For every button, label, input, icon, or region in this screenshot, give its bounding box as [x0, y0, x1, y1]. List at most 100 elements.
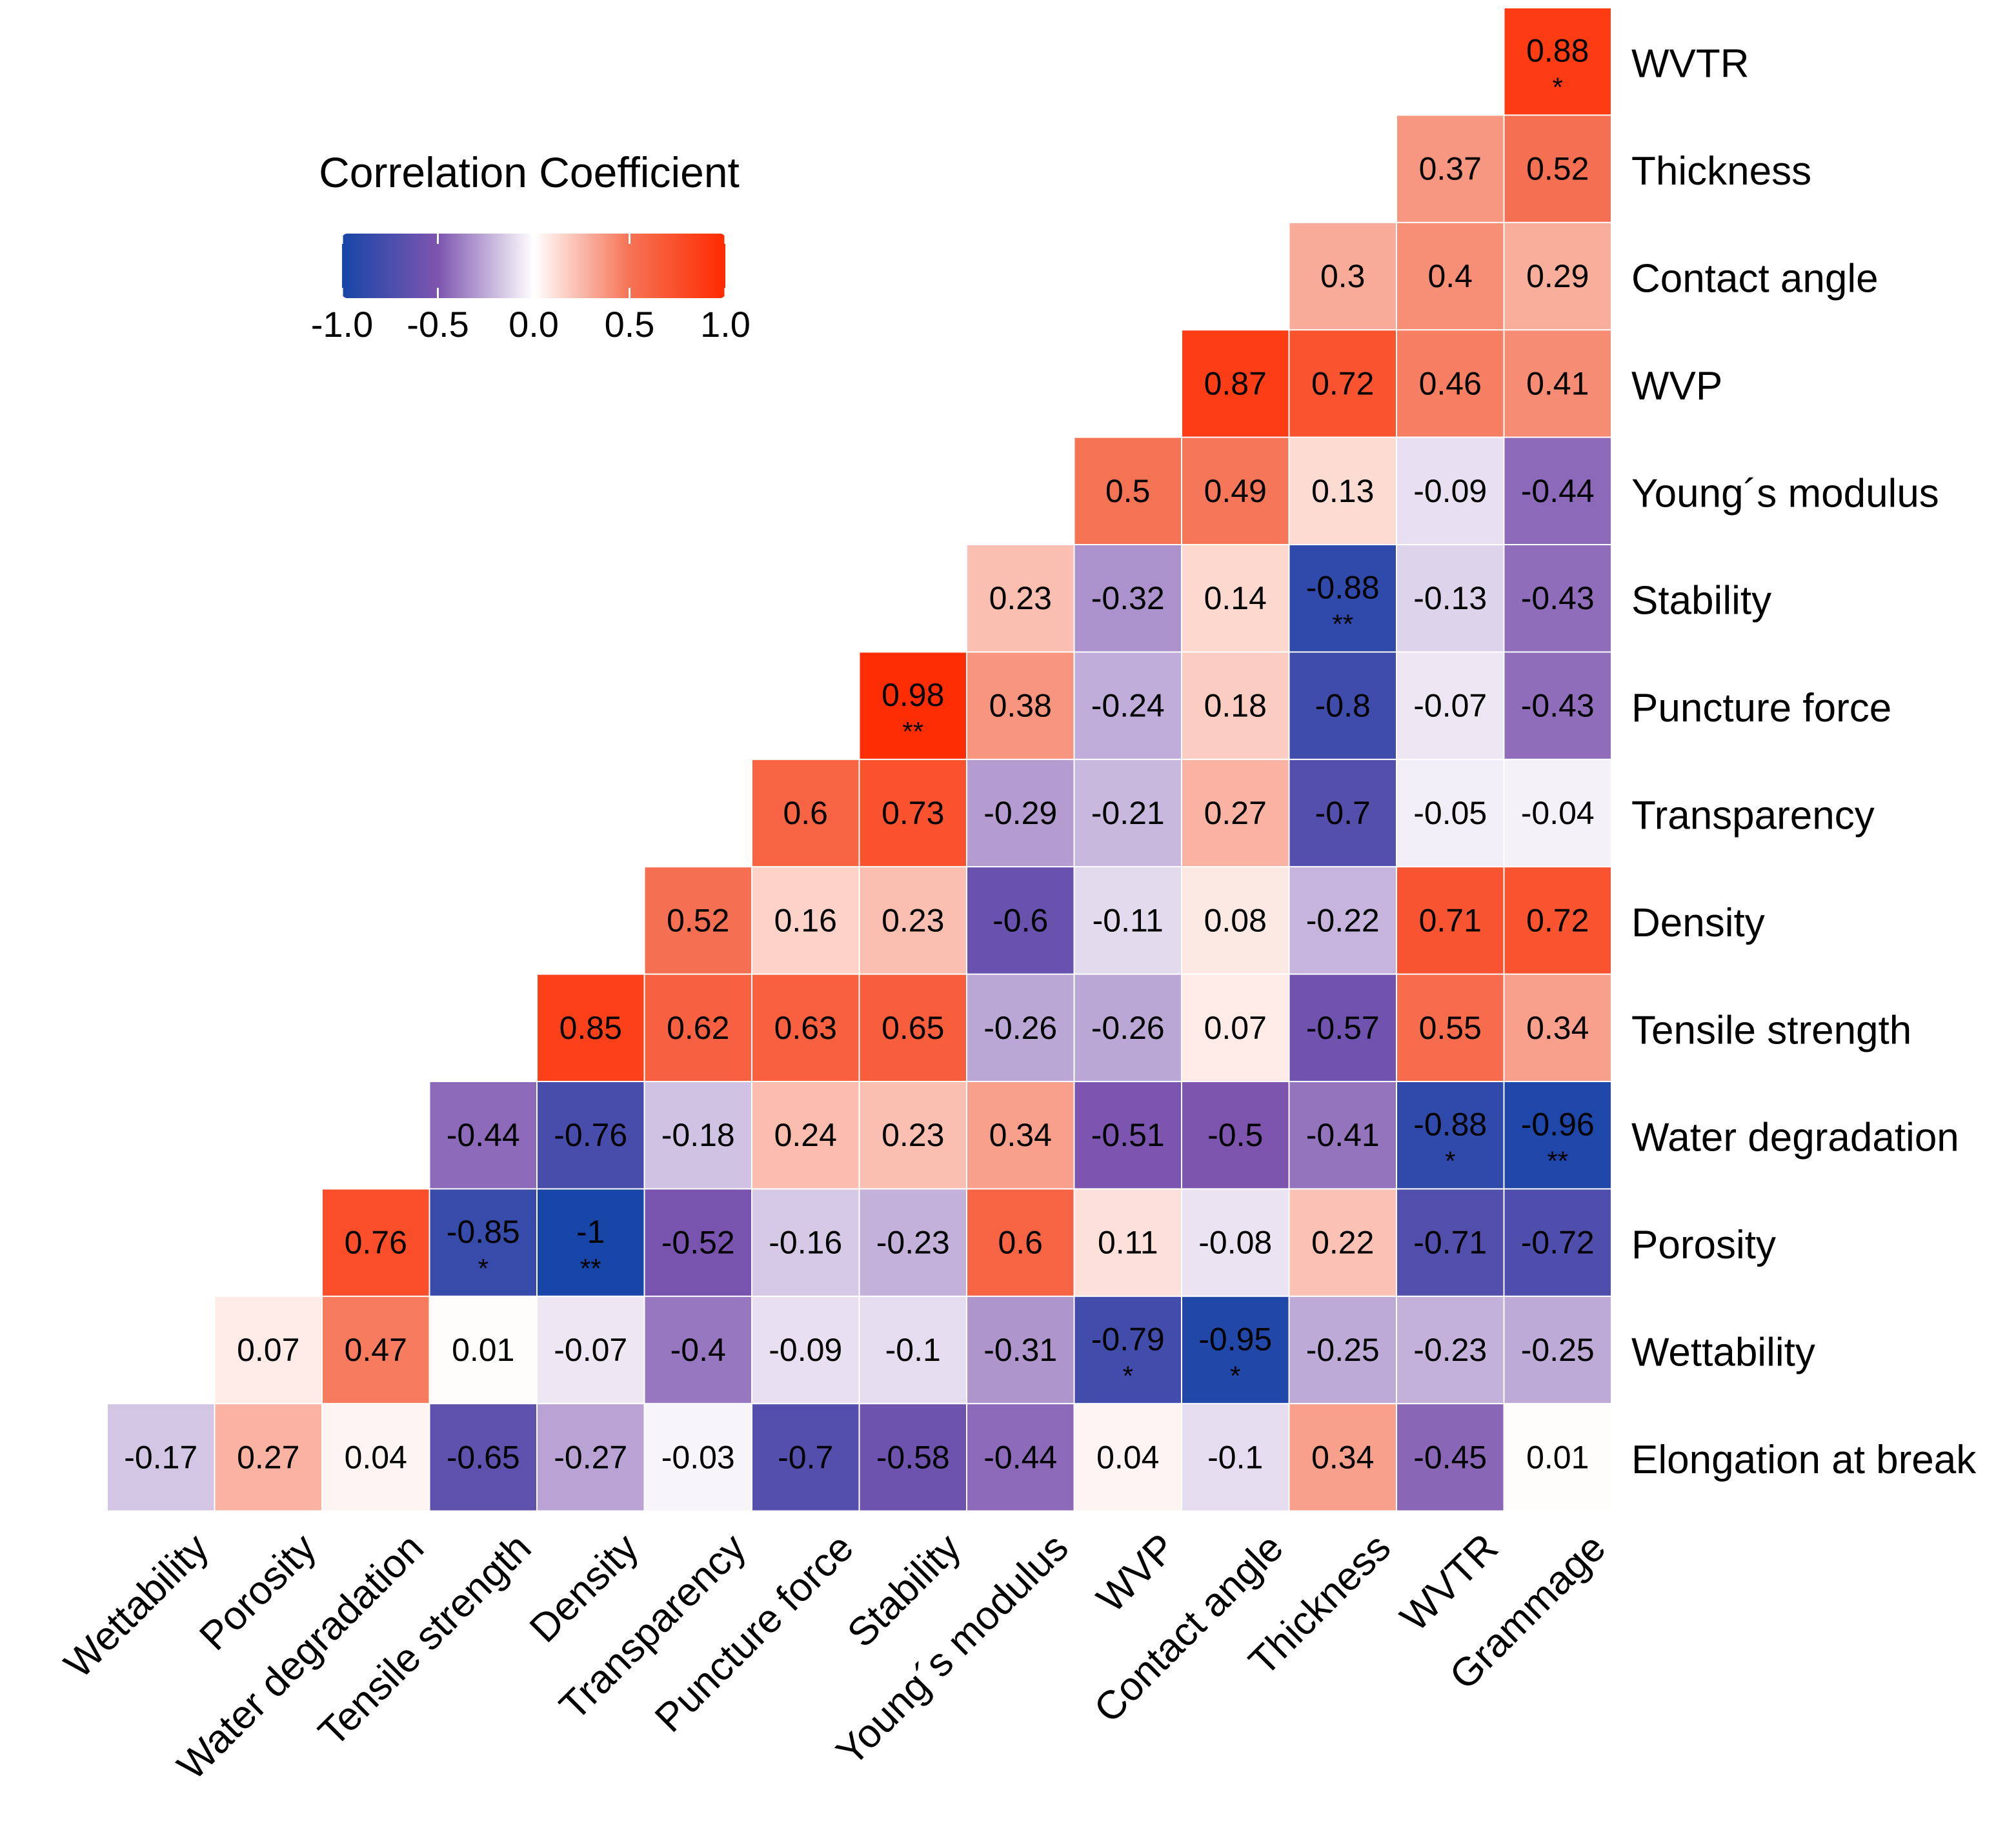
cell-value-label: 0.04: [1096, 1439, 1159, 1475]
heatmap-cell: [1182, 1082, 1289, 1189]
cell-value-label: 0.13: [1311, 473, 1374, 509]
cell-value-label: -0.96: [1521, 1107, 1595, 1143]
cell-value-label: -0.23: [876, 1225, 950, 1261]
cell-value-label: -0.4: [670, 1332, 726, 1368]
row-label: Young´s modulus: [1631, 471, 1939, 516]
heatmap-cell: [1397, 867, 1504, 974]
heatmap-cell: [1289, 867, 1396, 974]
cell-value-label: -0.09: [769, 1332, 842, 1368]
cell-value-label: -0.6: [993, 902, 1048, 938]
heatmap-cell: [645, 1082, 751, 1189]
cell-value-label: -0.88: [1413, 1107, 1487, 1143]
cell-value-label: -0.26: [983, 1010, 1057, 1046]
heatmap-cell: [1289, 545, 1396, 652]
heatmap-cell: [1289, 1082, 1396, 1189]
cell-value-label: -0.21: [1091, 795, 1165, 831]
cell-value-label: 0.52: [667, 902, 729, 938]
row-label: Tensile strength: [1631, 1008, 1911, 1052]
cell-value-label: 0.98: [882, 677, 944, 713]
cell-value-label: 0.71: [1419, 902, 1482, 938]
cell-value-label: 0.41: [1526, 365, 1589, 401]
heatmap-cell: [1504, 1404, 1611, 1511]
significance-marker: *: [478, 1253, 489, 1283]
cell-value-label: 0.37: [1419, 151, 1482, 187]
heatmap-cell: [967, 760, 1074, 867]
column-label: Puncture force: [647, 1525, 862, 1741]
cell-value-label: 0.72: [1526, 902, 1589, 938]
row-label: Contact angle: [1631, 257, 1879, 301]
heatmap-cell: [1074, 1404, 1181, 1511]
significance-marker: *: [1445, 1146, 1455, 1176]
cell-value-label: 0.6: [783, 795, 828, 831]
cell-value-label: 0.76: [345, 1225, 407, 1261]
heatmap-cell: [1504, 116, 1611, 222]
cell-value-label: 0.63: [774, 1010, 837, 1046]
cell-value-label: -0.23: [1413, 1332, 1487, 1368]
heatmap-cell: [1182, 867, 1289, 974]
heatmap-cell: [1397, 545, 1504, 652]
heatmap-cell: [1074, 652, 1181, 759]
heatmap-cell: [645, 974, 751, 1081]
cell-value-label: -0.57: [1306, 1010, 1380, 1046]
cell-value-label: -0.24: [1091, 688, 1165, 724]
heatmap-cell: [1074, 1189, 1181, 1296]
heatmap-cell: [1397, 1082, 1504, 1189]
cell-value-label: 0.65: [882, 1010, 944, 1046]
cell-value-label: -0.07: [554, 1332, 627, 1368]
legend-ticks: -1.0 -0.5 0.0 0.5 1.0: [311, 234, 751, 345]
cell-value-label: 0.73: [882, 795, 944, 831]
cell-value-label: 0.34: [989, 1117, 1052, 1153]
row-label: Stability: [1631, 579, 1771, 623]
cell-value-label: 0.14: [1204, 580, 1267, 616]
heatmap-cell: [1504, 438, 1611, 544]
heatmap-cell: [752, 974, 859, 1081]
cell-value-label: -0.31: [983, 1332, 1057, 1368]
row-label: Density: [1631, 901, 1765, 945]
cell-value-label: -0.29: [983, 795, 1057, 831]
cell-value-label: -0.32: [1091, 580, 1165, 616]
heatmap-cell: [1289, 652, 1396, 759]
heatmap-cell: [860, 974, 966, 1081]
heatmap-cell: [1182, 438, 1289, 544]
cell-value-label: -0.07: [1413, 688, 1487, 724]
cell-value-label: 0.34: [1311, 1439, 1374, 1475]
heatmap-cell: [752, 1404, 859, 1511]
row-label: Elongation at break: [1631, 1438, 1977, 1482]
heatmap-cell: [752, 1189, 859, 1296]
legend-tick-label: 1.0: [700, 304, 751, 345]
cell-value-label: 0.46: [1419, 365, 1482, 401]
row-label: Water degradation: [1631, 1116, 1959, 1160]
cell-value-label: 0.23: [989, 580, 1052, 616]
legend-tick-label: 0.0: [509, 304, 559, 345]
heatmap-cell: [215, 1296, 321, 1403]
column-label: WVP: [1089, 1525, 1185, 1622]
heatmap-cell: [1504, 1082, 1611, 1189]
heatmap-cell: [967, 1296, 1074, 1403]
cell-value-label: -0.44: [983, 1439, 1057, 1475]
heatmap-cells: 0.88*0.37 0.520.3 0.4 0.290.87 0.72 0.46 0.410…: [108, 8, 1611, 1511]
heatmap-cell: [1397, 1189, 1504, 1296]
heatmap-cell: [1074, 974, 1181, 1081]
cell-value-label: -0.58: [876, 1439, 950, 1475]
heatmap-cell: [430, 1404, 536, 1511]
significance-marker: *: [1553, 72, 1563, 103]
cell-value-label: -0.45: [1413, 1439, 1487, 1475]
heatmap-cell: [967, 1189, 1074, 1296]
significance-marker: *: [1230, 1360, 1240, 1391]
cell-value-label: -0.13: [1413, 580, 1487, 616]
cell-value-label: -0.65: [447, 1439, 520, 1475]
heatmap-cell: [1289, 1404, 1396, 1511]
heatmap-cell: [1074, 760, 1181, 867]
cell-value-label: -0.79: [1091, 1321, 1165, 1357]
heatmap-cell: [1397, 223, 1504, 330]
heatmap-cell: [1504, 330, 1611, 437]
cell-value-label: -0.71: [1413, 1225, 1487, 1261]
cell-value-label: -0.08: [1198, 1225, 1272, 1261]
cell-value-label: -0.18: [661, 1117, 735, 1153]
cell-value-label: 0.38: [989, 688, 1052, 724]
cell-value-label: 0.34: [1526, 1010, 1589, 1046]
cell-value-label: 0.88: [1526, 33, 1589, 69]
cell-value-label: 0.16: [774, 902, 837, 938]
heatmap-cell: [1397, 1296, 1504, 1403]
